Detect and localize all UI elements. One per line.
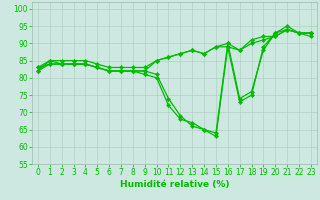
X-axis label: Humidité relative (%): Humidité relative (%) — [120, 180, 229, 189]
